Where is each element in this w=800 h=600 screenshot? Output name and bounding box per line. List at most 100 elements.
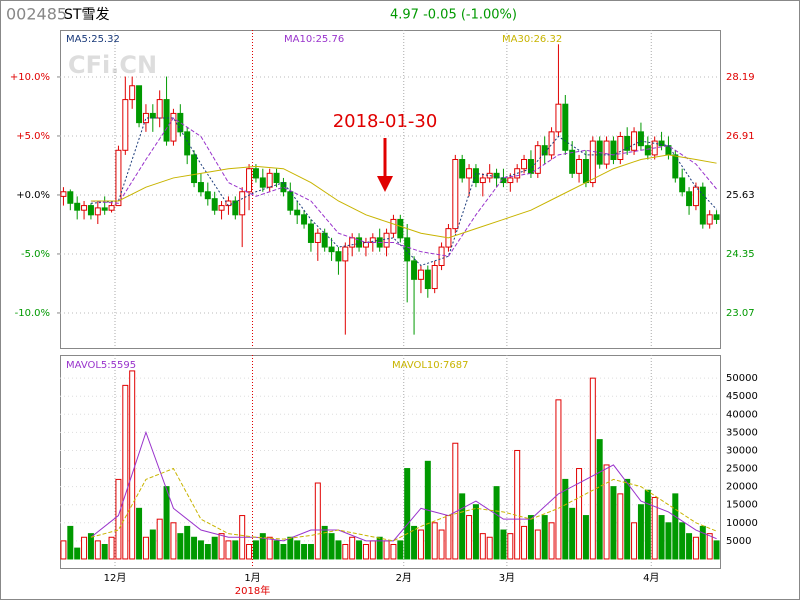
candle-body xyxy=(610,140,617,161)
volume-bar xyxy=(184,525,191,560)
y-tick-label: 24.35 xyxy=(726,249,755,260)
volume-panel xyxy=(60,355,721,569)
x-tick-label: 12月 xyxy=(104,572,127,584)
candle-body xyxy=(692,186,699,207)
volume-bar xyxy=(252,540,259,560)
volume-bar xyxy=(383,540,390,560)
volume-tick-label: 40000 xyxy=(726,409,758,420)
volume-bar xyxy=(631,522,638,560)
volume-tick-label: 10000 xyxy=(726,518,758,529)
volume-bar xyxy=(170,522,177,560)
volume-bar xyxy=(225,540,232,560)
candle-body xyxy=(218,205,225,211)
volume-bar xyxy=(459,493,466,560)
volume-bar xyxy=(81,536,88,560)
candle-body xyxy=(452,159,459,230)
candle-body xyxy=(74,202,81,211)
volume-bar xyxy=(624,478,631,560)
volume-tick-label: 5000 xyxy=(726,536,751,547)
volume-bar xyxy=(211,536,218,560)
volume-bar xyxy=(129,370,136,560)
candle-body xyxy=(170,112,177,142)
volume-bar xyxy=(307,543,314,560)
volume-bar xyxy=(404,468,411,560)
volume-bar xyxy=(101,543,108,560)
candle-body xyxy=(259,177,266,188)
watermark: CFi.CN xyxy=(68,51,157,79)
candle-body xyxy=(204,191,211,200)
y2-tick-label: +0.0% xyxy=(16,190,50,201)
quote: 4.97 -0.05 (-1.00%) xyxy=(390,8,517,23)
volume-bar xyxy=(445,515,452,560)
y2-tick-label: -5.0% xyxy=(21,249,50,260)
candle-body xyxy=(431,265,438,290)
volume-bar xyxy=(122,384,129,560)
volume-tick-label: 25000 xyxy=(726,464,758,475)
legend-entry: MAVOL10:7687 xyxy=(392,360,468,371)
candle-body xyxy=(129,85,136,101)
volume-bar xyxy=(177,533,184,560)
candle-body xyxy=(411,260,418,280)
candle-body xyxy=(101,207,108,211)
x-tick-label: 3月 xyxy=(499,572,515,584)
candle-body xyxy=(672,154,679,179)
volume-bar xyxy=(142,536,149,560)
candle-body xyxy=(713,214,720,220)
candle-body xyxy=(569,149,576,174)
legend-entry: MA10:25.76 xyxy=(284,34,344,45)
volume-bar xyxy=(603,464,610,560)
x-tick-label: 2月 xyxy=(396,572,412,584)
candle-body xyxy=(637,131,644,147)
legend-entry: MA5:25.32 xyxy=(66,34,120,45)
volume-bar xyxy=(280,543,287,560)
volume-bar xyxy=(637,504,644,560)
volume-bar xyxy=(149,529,156,560)
volume-bar xyxy=(541,515,548,560)
volume-bar xyxy=(596,439,603,560)
volume-bar xyxy=(376,536,383,560)
volume-bar xyxy=(197,540,204,560)
volume-bar xyxy=(658,515,665,560)
volume-bar xyxy=(527,515,534,560)
volume-bar xyxy=(521,525,528,560)
candle-body xyxy=(184,131,191,156)
price-panel xyxy=(60,30,721,349)
ma-line xyxy=(90,117,717,267)
candle-body xyxy=(60,191,67,197)
candle-body xyxy=(87,205,94,216)
candle-body xyxy=(417,269,424,280)
candle-body xyxy=(617,135,624,161)
candle-body xyxy=(335,251,342,262)
volume-bar xyxy=(204,543,211,560)
volume-bar xyxy=(610,486,617,560)
volume-bar xyxy=(665,522,672,560)
volume-bar xyxy=(115,478,122,560)
candle-body xyxy=(136,85,143,124)
candle-body xyxy=(576,159,583,174)
candle-body xyxy=(686,191,693,207)
annotation: 2018-01-30 xyxy=(333,111,438,132)
volume-tick-label: 15000 xyxy=(726,500,758,511)
volume-bar xyxy=(472,504,479,560)
volume-bar xyxy=(94,540,101,560)
ma-line xyxy=(90,154,717,239)
volume-bar xyxy=(321,525,328,560)
ma-line xyxy=(90,467,717,542)
volume-bar xyxy=(417,529,424,560)
volume-bar xyxy=(431,522,438,560)
volume-bar xyxy=(534,529,541,560)
x-tick-label: 1月 xyxy=(244,572,260,584)
candle-body xyxy=(479,177,486,184)
y2-tick-label: +5.0% xyxy=(16,131,50,142)
volume-bar xyxy=(548,522,555,560)
candle-body xyxy=(390,218,397,234)
legend-entry: MAVOL5:5595 xyxy=(66,360,136,371)
volume-bar xyxy=(218,533,225,560)
candle-body xyxy=(459,159,466,179)
volume-bar xyxy=(486,536,493,560)
volume-bar xyxy=(479,533,486,560)
volume-bar xyxy=(259,533,266,560)
volume-bar xyxy=(411,525,418,560)
candle-body xyxy=(67,191,74,204)
candle-body xyxy=(541,145,548,156)
